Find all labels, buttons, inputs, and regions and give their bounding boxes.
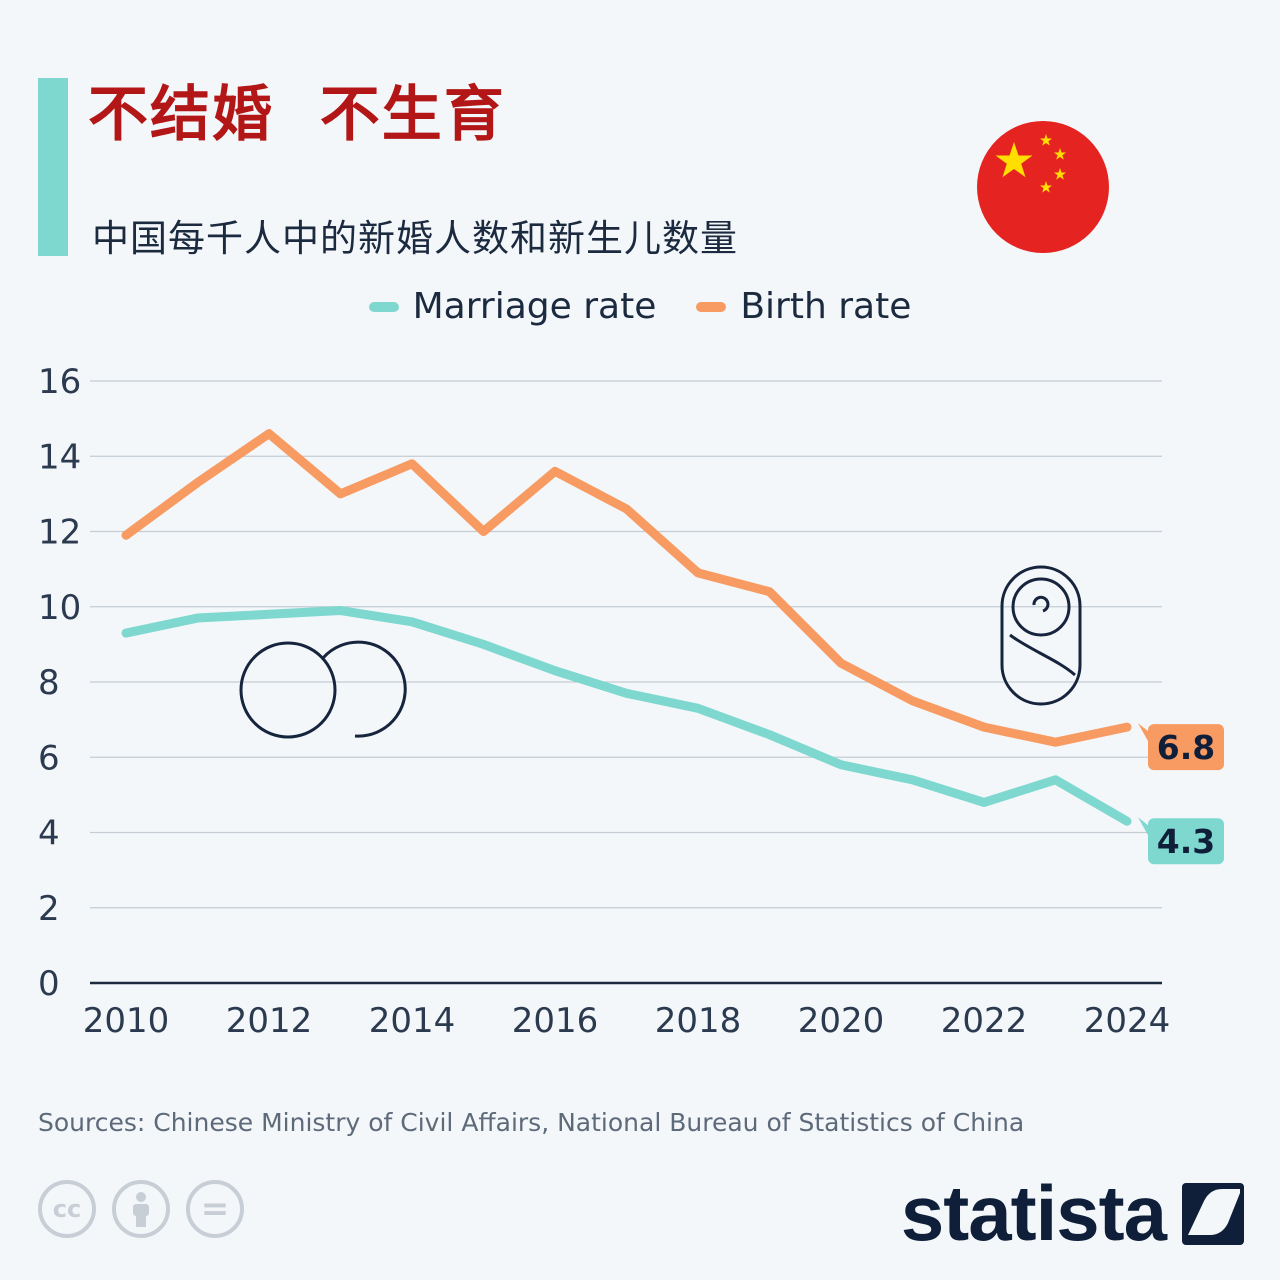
statista-logo-icon	[1182, 1182, 1244, 1245]
x-tick-label: 2022	[941, 1001, 1028, 1041]
statista-logo: statista	[901, 1168, 1244, 1259]
legend-item-marriage: Marriage rate	[368, 286, 657, 327]
x-tick-label: 2016	[512, 1001, 599, 1041]
y-tick-label: 8	[38, 663, 60, 703]
marriage-rate-line	[121, 606, 1132, 826]
x-tick-label: 2020	[798, 1001, 885, 1041]
license-icons: cc =	[38, 1180, 244, 1238]
x-tick-label: 2014	[369, 1001, 456, 1041]
legend-swatch-birth	[696, 301, 727, 312]
y-tick-label: 6	[38, 738, 60, 778]
attribution-icon	[112, 1180, 170, 1238]
cc-icon: cc	[38, 1180, 96, 1238]
label-pointer	[1138, 817, 1148, 836]
legend-swatch-marriage	[368, 301, 399, 312]
china-flag-icon	[977, 121, 1109, 253]
label-box	[1148, 818, 1224, 865]
marriage-end-label: 4.3	[1138, 817, 1224, 865]
x-tick-label: 2010	[83, 1001, 170, 1041]
accent-bar	[38, 78, 68, 256]
x-tick-label: 2018	[655, 1001, 742, 1041]
no-derivatives-icon: =	[186, 1180, 244, 1238]
x-tick-label: 2024	[1084, 1001, 1171, 1041]
label-value: 4.3	[1157, 822, 1215, 861]
legend-item-birth: Birth rate	[696, 286, 911, 327]
label-pointer	[1138, 723, 1148, 742]
legend-label-birth: Birth rate	[740, 286, 912, 327]
legend-label-marriage: Marriage rate	[412, 286, 657, 327]
x-tick-label: 2012	[226, 1001, 313, 1041]
label-value: 6.8	[1157, 728, 1215, 767]
source-note: Sources: Chinese Ministry of Civil Affai…	[38, 1108, 1025, 1137]
y-tick-label: 16	[38, 362, 81, 402]
y-tick-label: 14	[38, 437, 81, 477]
y-tick-label: 12	[38, 513, 81, 553]
y-tick-label: 4	[38, 814, 60, 854]
label-box	[1148, 724, 1224, 771]
brand-name: statista	[900, 1169, 1167, 1257]
chart-title: 不结婚 不生育	[88, 80, 506, 150]
rings-icon	[239, 640, 407, 739]
y-tick-label: 2	[38, 889, 60, 929]
baby-icon	[1000, 565, 1082, 706]
y-tick-label: 0	[38, 964, 60, 1004]
birth-end-label: 6.8	[1138, 723, 1224, 771]
chart-subtitle: 中国每千人中的新婚人数和新生儿数量	[92, 217, 738, 260]
y-tick-label: 10	[38, 588, 81, 628]
chart-legend: Marriage rate Birth rate	[0, 286, 1280, 327]
